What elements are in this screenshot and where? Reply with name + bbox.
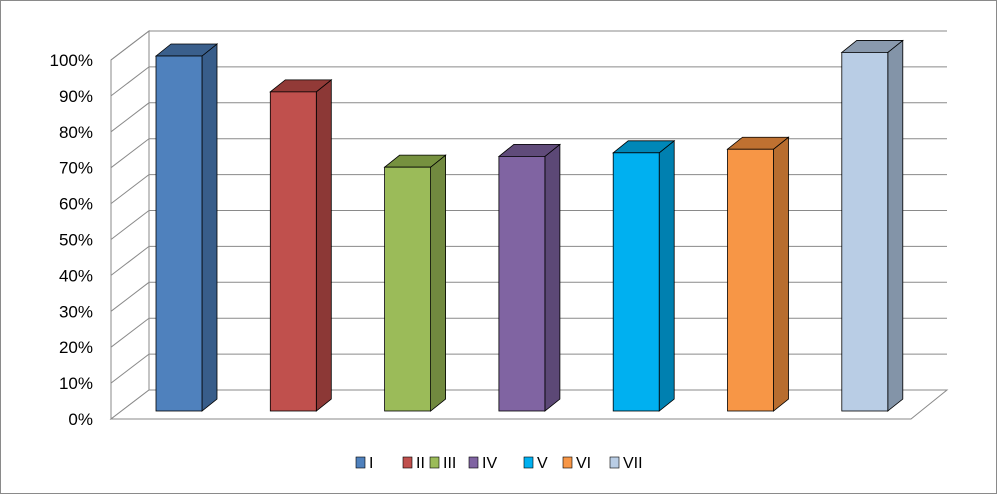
bar-front-face <box>841 52 889 412</box>
gridline <box>110 174 947 204</box>
gridline <box>110 317 947 348</box>
bar-side-face <box>315 79 332 412</box>
y-tick-label: 10% <box>59 374 93 393</box>
legend-item-II: II <box>402 455 425 472</box>
legend-swatch <box>355 456 366 469</box>
gridline <box>110 138 947 169</box>
y-tick-label: 100% <box>50 51 93 70</box>
bars <box>154 39 904 412</box>
legend-label: VI <box>576 455 591 472</box>
gridline <box>110 245 947 276</box>
bar-V <box>612 139 676 412</box>
bar-front-face <box>498 156 546 412</box>
y-axis-tick-labels: 0% 10% 20% 30% 40% 50% 60% 70% 80% 90% 100% <box>50 51 93 429</box>
bar-front-face <box>384 166 432 412</box>
legend-swatch <box>562 456 573 469</box>
legend-item-VI: VI <box>562 455 591 472</box>
legend-item-I: I <box>355 455 373 472</box>
gridline <box>110 102 947 133</box>
legend: I II III IV V VI VII <box>355 455 643 472</box>
y-tick-label: 50% <box>59 231 93 250</box>
y-tick-label: 70% <box>59 159 93 178</box>
y-tick-label: 40% <box>59 266 93 285</box>
bar-side-face <box>887 39 904 412</box>
gridline <box>110 210 947 240</box>
gridline <box>110 30 947 61</box>
bar-I <box>154 43 219 412</box>
legend-swatch <box>402 456 413 469</box>
legend-swatch <box>523 456 534 469</box>
bar-side-face <box>544 143 561 412</box>
legend-label: IV <box>482 455 497 472</box>
bar-front-face <box>155 55 203 412</box>
legend-item-VII: VII <box>609 455 643 472</box>
bar-front-face <box>612 152 660 412</box>
gridline <box>110 281 947 312</box>
gridline <box>110 66 947 97</box>
bar-front-face <box>727 148 774 412</box>
legend-item-IV: IV <box>468 455 497 472</box>
bar-front-face <box>269 91 317 412</box>
legend-label: II <box>416 455 425 472</box>
legend-swatch <box>609 456 620 469</box>
y-tick-label: 80% <box>59 123 93 142</box>
y-tick-label: 90% <box>59 87 93 106</box>
legend-label: I <box>369 455 373 472</box>
bar-side-face <box>773 136 789 412</box>
gridlines <box>110 30 947 384</box>
bar-side-face <box>430 154 447 412</box>
bar-side-face <box>658 139 675 412</box>
bar-VI <box>726 136 790 412</box>
legend-label: VII <box>623 455 643 472</box>
legend-item-V: V <box>523 455 548 472</box>
bar-III <box>383 154 447 412</box>
bar-IV <box>497 143 562 412</box>
legend-item-III: III <box>429 455 456 472</box>
legend-label: III <box>443 455 456 472</box>
legend-label: V <box>537 455 548 472</box>
legend-swatch <box>468 456 479 469</box>
bar-side-face <box>201 43 218 412</box>
bar-VII <box>840 39 904 412</box>
y-tick-label: 30% <box>59 302 93 321</box>
y-tick-label: 0% <box>68 410 93 429</box>
y-tick-label: 20% <box>59 338 93 357</box>
bar-II <box>269 79 333 412</box>
y-tick-label: 60% <box>59 195 93 214</box>
gridline <box>110 353 947 384</box>
legend-swatch <box>429 456 440 469</box>
